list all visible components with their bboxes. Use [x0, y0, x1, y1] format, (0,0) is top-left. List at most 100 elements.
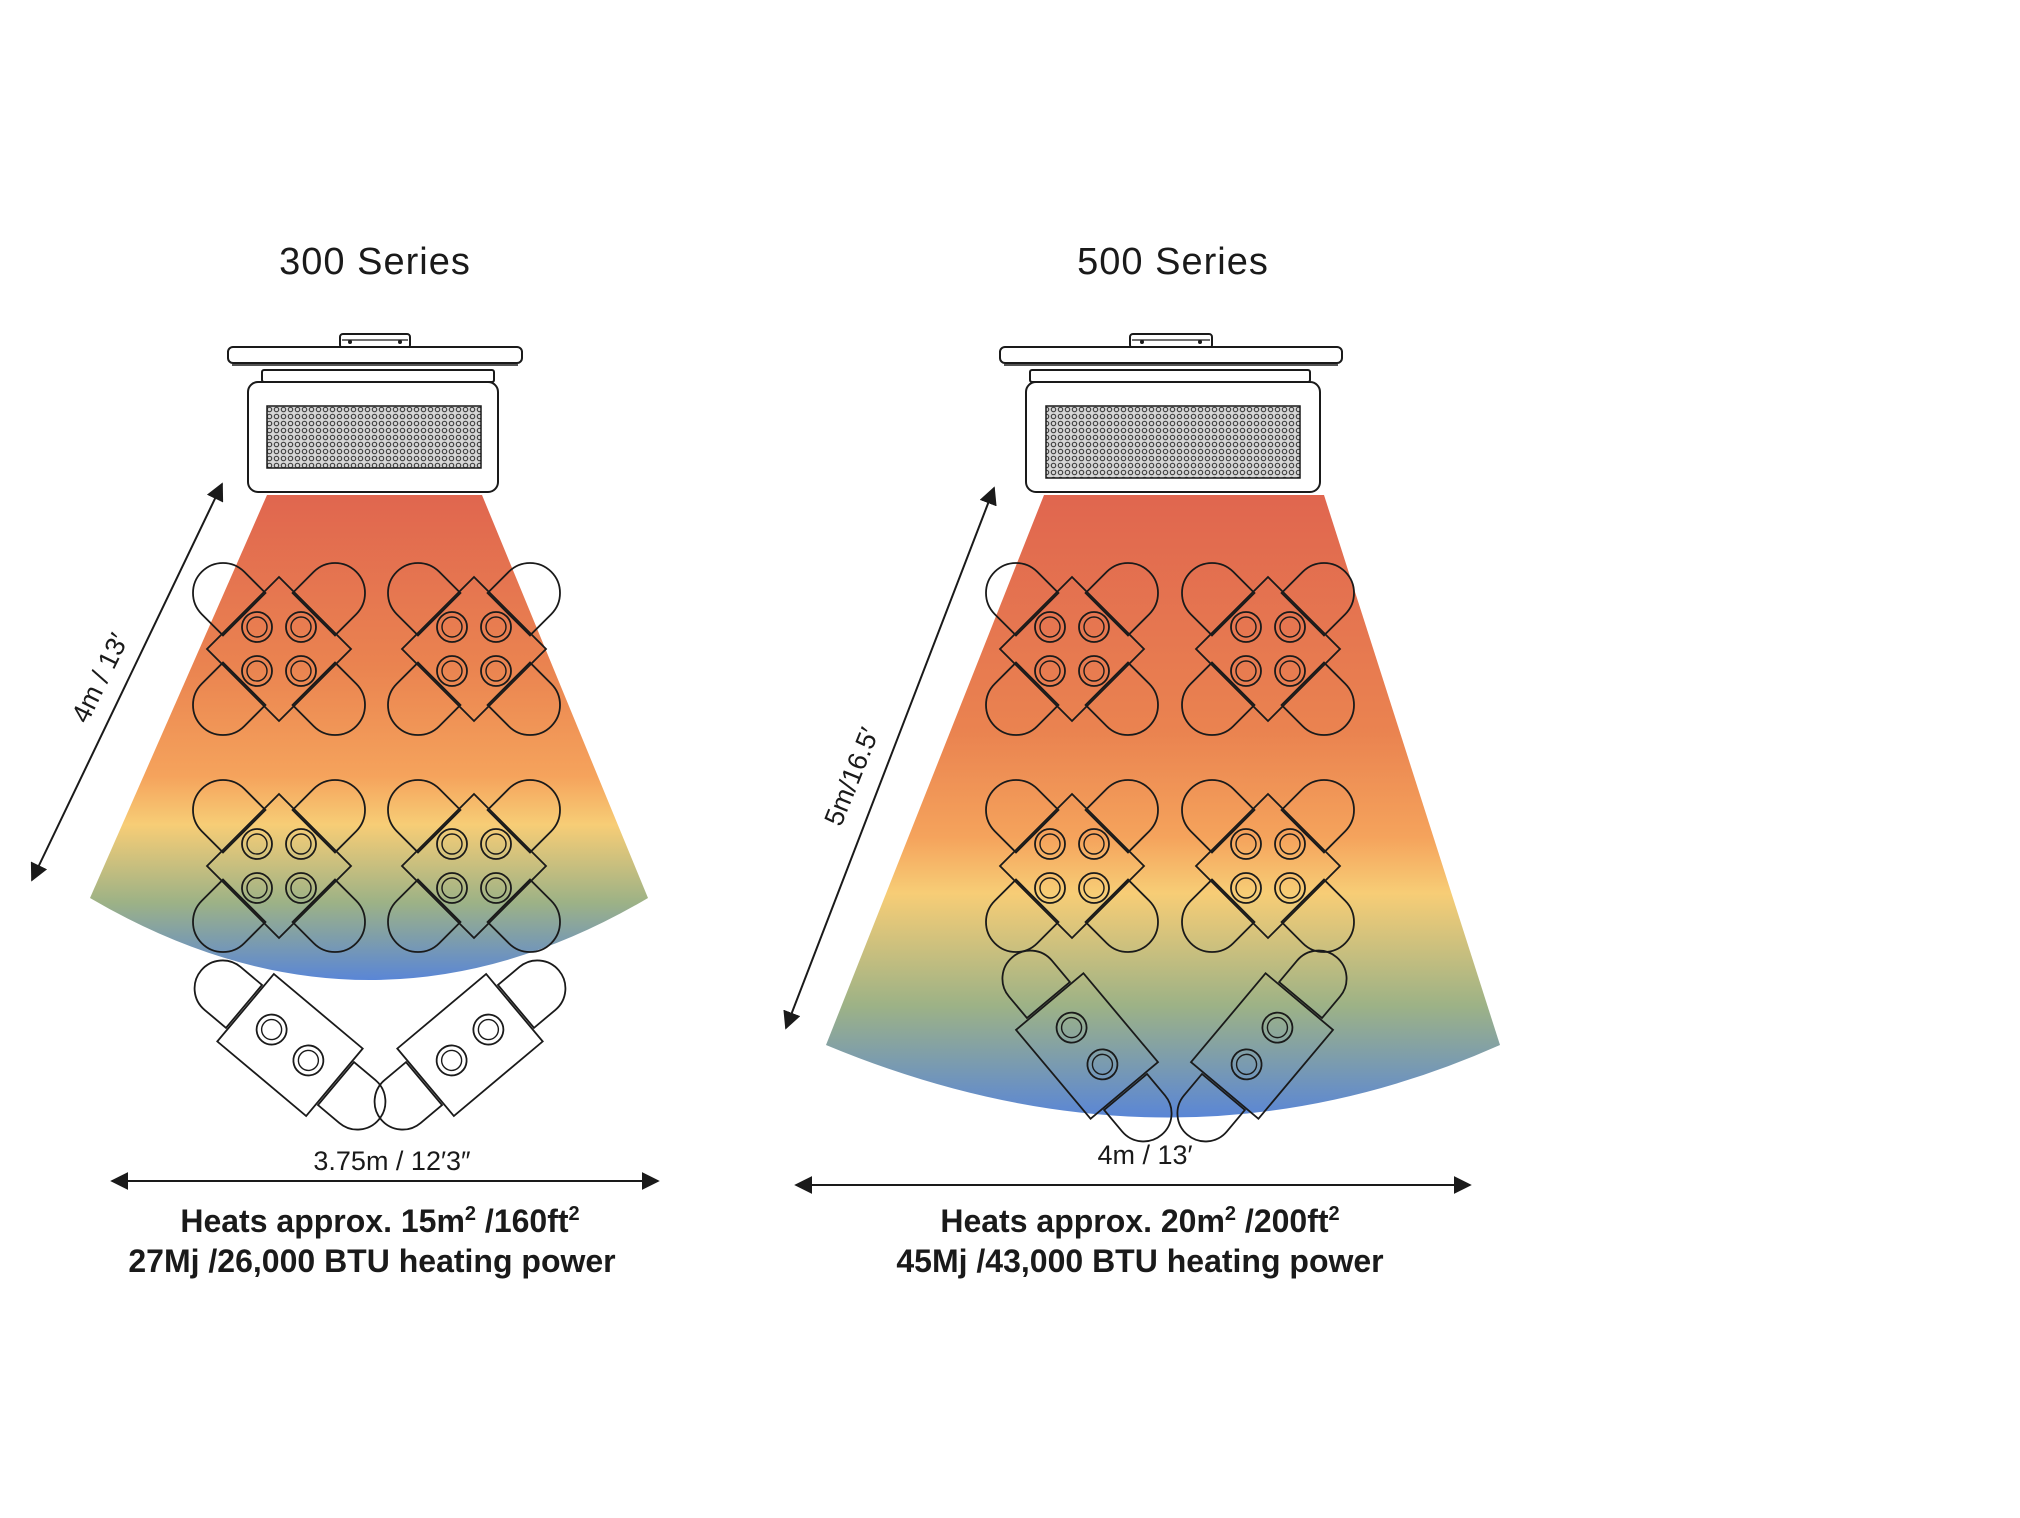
- plate-icon: [480, 828, 512, 860]
- plate-icon: [1034, 655, 1066, 687]
- chair-icon: [486, 779, 561, 854]
- plate-icon: [1261, 1011, 1294, 1044]
- chair-icon: [193, 959, 264, 1030]
- table-with-chairs-icon: [1001, 949, 1173, 1143]
- plate-icon: [241, 611, 273, 643]
- width-dimension-label: 3.75m / 12′3″: [313, 1146, 471, 1176]
- chair-icon: [1181, 878, 1256, 953]
- radius-dimension-arrow: [30, 482, 224, 882]
- table-with-chairs-icon: [1181, 779, 1355, 953]
- panel-title: 500 Series: [1077, 241, 1269, 283]
- chair-icon: [496, 959, 567, 1030]
- chair-icon: [192, 878, 267, 953]
- plate-icon: [435, 1044, 468, 1077]
- radius-dimension-arrow: [783, 486, 997, 1030]
- plate-icon: [1078, 872, 1110, 904]
- table-with-chairs-icon: [985, 779, 1159, 953]
- plate-icon: [1230, 872, 1262, 904]
- chair-icon: [1084, 562, 1159, 637]
- panel-title: 300 Series: [279, 241, 471, 283]
- chair-icon: [1280, 562, 1355, 637]
- chair-icon: [1181, 562, 1256, 637]
- plate-icon: [1274, 872, 1306, 904]
- plate-icon: [1230, 611, 1262, 643]
- power-spec: 27Mj /26,000 BTU heating power: [128, 1243, 615, 1279]
- table-with-chairs-icon: [387, 779, 561, 953]
- plate-icon: [285, 655, 317, 687]
- panel-500-series: 500 Series 5m/16.5′ 4m / 13′ Heats appro…: [783, 241, 1500, 1279]
- chair-icon: [387, 878, 462, 953]
- power-spec: 45Mj /43,000 BTU heating power: [896, 1243, 1383, 1279]
- plate-icon: [285, 611, 317, 643]
- chair-icon: [1280, 779, 1355, 854]
- seating-layout: [985, 562, 1355, 1143]
- chair-icon: [486, 878, 561, 953]
- chair-icon: [486, 562, 561, 637]
- heat-coverage-zone: [90, 495, 648, 980]
- chair-icon: [1102, 1072, 1173, 1143]
- plate-icon: [480, 872, 512, 904]
- plate-icon: [241, 872, 273, 904]
- chair-icon: [291, 562, 366, 637]
- table-with-chairs-icon: [387, 562, 561, 736]
- plate-icon: [285, 872, 317, 904]
- plate-icon: [436, 611, 468, 643]
- plate-icon: [472, 1013, 505, 1046]
- radiant-heater-icon: [999, 333, 1343, 493]
- plate-icon: [1034, 872, 1066, 904]
- plate-icon: [480, 655, 512, 687]
- plate-icon: [1230, 655, 1262, 687]
- chair-icon: [1084, 779, 1159, 854]
- chair-icon: [387, 779, 462, 854]
- table-with-chairs-icon: [1176, 949, 1348, 1143]
- chair-icon: [373, 1060, 444, 1131]
- plate-icon: [241, 655, 273, 687]
- radius-dimension-label: 4m / 13′: [66, 629, 135, 728]
- plate-icon: [436, 655, 468, 687]
- heat-coverage-zone: [826, 495, 1500, 1118]
- plate-icon: [1086, 1048, 1119, 1081]
- width-dimension-label: 4m / 13′: [1097, 1140, 1192, 1170]
- chair-icon: [387, 661, 462, 736]
- plate-icon: [1230, 828, 1262, 860]
- area-spec: Heats approx. 20m2 /200ft2: [940, 1203, 1339, 1239]
- table-with-chairs-icon: [373, 959, 567, 1131]
- plate-icon: [480, 611, 512, 643]
- plate-icon: [1274, 655, 1306, 687]
- radius-dimension-label: 5m/16.5′: [819, 723, 885, 829]
- chair-icon: [291, 878, 366, 953]
- chair-icon: [1001, 949, 1072, 1020]
- chair-icon: [1176, 1072, 1247, 1143]
- panel-300-series: 300 Series 4m / 13′ 3.75m / 12′3″ Heats …: [30, 241, 660, 1279]
- plate-icon: [1230, 1048, 1263, 1081]
- chair-icon: [291, 661, 366, 736]
- plate-icon: [1055, 1011, 1088, 1044]
- plate-icon: [1078, 828, 1110, 860]
- table-with-chairs-icon: [1181, 562, 1355, 736]
- plate-icon: [1034, 611, 1066, 643]
- chair-icon: [291, 779, 366, 854]
- table-with-chairs-icon: [192, 562, 366, 736]
- chair-icon: [1280, 878, 1355, 953]
- chair-icon: [1181, 661, 1256, 736]
- plate-icon: [292, 1044, 325, 1077]
- chair-icon: [316, 1060, 387, 1131]
- chair-icon: [486, 661, 561, 736]
- plate-icon: [1034, 828, 1066, 860]
- plate-icon: [241, 828, 273, 860]
- chair-icon: [1280, 661, 1355, 736]
- area-spec: Heats approx. 15m2 /160ft2: [180, 1203, 579, 1239]
- plate-icon: [285, 828, 317, 860]
- plate-icon: [255, 1013, 288, 1046]
- chair-icon: [1084, 878, 1159, 953]
- chair-icon: [1181, 779, 1256, 854]
- chair-icon: [1277, 949, 1348, 1020]
- plate-icon: [436, 828, 468, 860]
- plate-icon: [1078, 611, 1110, 643]
- plate-icon: [1274, 828, 1306, 860]
- radiant-heater-icon: [227, 333, 523, 493]
- table-with-chairs-icon: [193, 959, 387, 1131]
- plate-icon: [1078, 655, 1110, 687]
- chair-icon: [387, 562, 462, 637]
